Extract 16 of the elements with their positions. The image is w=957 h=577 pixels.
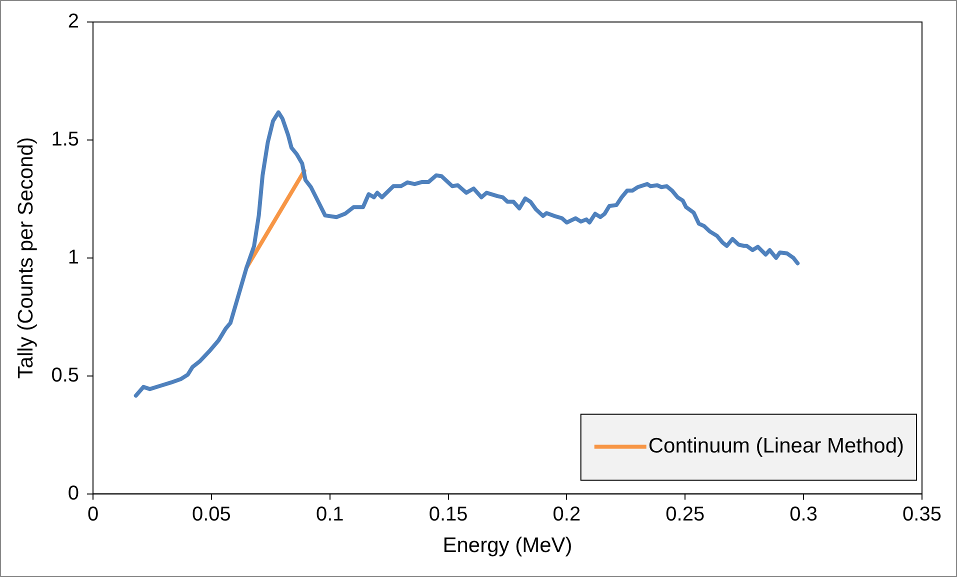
y-tick-label: 0.5 xyxy=(51,364,80,386)
x-tick-label: 0.15 xyxy=(428,503,468,526)
y-tick-label: 1 xyxy=(68,246,80,268)
legend-label: Continuum (Linear Method) xyxy=(648,434,904,458)
x-tick-label: 0.2 xyxy=(552,503,581,526)
y-tick-label: 0 xyxy=(68,482,80,504)
x-tick-label: 0 xyxy=(87,503,99,526)
x-tick-label: 0.25 xyxy=(666,503,705,526)
x-tick-label: 0.3 xyxy=(790,503,818,526)
x-axis-title: Energy (MeV) xyxy=(442,534,572,558)
x-tick-label: 0.1 xyxy=(316,503,344,526)
y-axis-title: Tally (Counts per Second) xyxy=(14,137,38,379)
x-tick-label: 0.35 xyxy=(902,503,942,526)
y-tick-label: 1.5 xyxy=(51,128,80,150)
x-tick-label: 0.05 xyxy=(192,503,231,526)
y-tick-label: 2 xyxy=(68,10,80,33)
